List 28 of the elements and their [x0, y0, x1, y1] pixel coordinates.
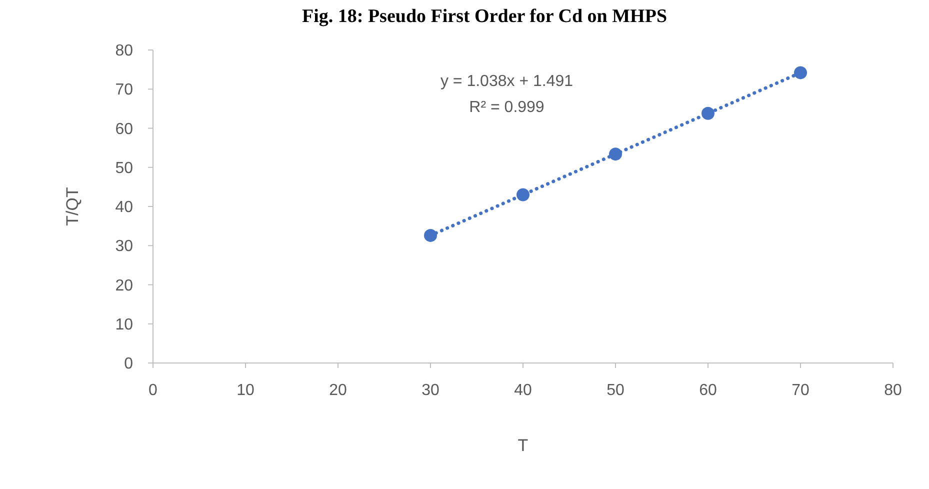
- x-tick-label: 0: [148, 382, 158, 399]
- y-tick-label: 0: [124, 356, 134, 373]
- point: [609, 148, 622, 161]
- x-tick-label: 70: [792, 382, 810, 399]
- point: [516, 188, 530, 202]
- y-tick-label: 60: [115, 120, 134, 138]
- y-tick-label: 30: [115, 238, 134, 256]
- x-tick-label: 40: [514, 382, 532, 399]
- x-tick-label: 20: [329, 382, 347, 399]
- x-tick-label: 10: [236, 382, 254, 399]
- x-tick-label: 60: [699, 382, 717, 399]
- y-tick-label: 20: [115, 277, 134, 294]
- y-tick-label: 80: [115, 42, 134, 60]
- annotation: R² = 0.999: [469, 99, 544, 116]
- y-tick-label: 10: [115, 316, 134, 334]
- chart-title: Fig. 18: Pseudo First Order for Cd on MHPS: [302, 6, 668, 27]
- y-tick-label: 40: [115, 199, 134, 216]
- x-axis-title: T: [518, 436, 528, 455]
- point: [424, 228, 437, 242]
- annotation: y = 1.038x + 1.491: [440, 73, 574, 90]
- x-tick-label: 80: [884, 382, 902, 399]
- x-tick-label: 50: [606, 382, 624, 399]
- x-tick-label: 30: [422, 382, 440, 399]
- point: [702, 106, 714, 120]
- point: [794, 66, 807, 80]
- y-axis-title: T/QT: [63, 187, 82, 226]
- y-tick-label: 70: [115, 82, 134, 99]
- y-tick-label: 50: [115, 160, 134, 177]
